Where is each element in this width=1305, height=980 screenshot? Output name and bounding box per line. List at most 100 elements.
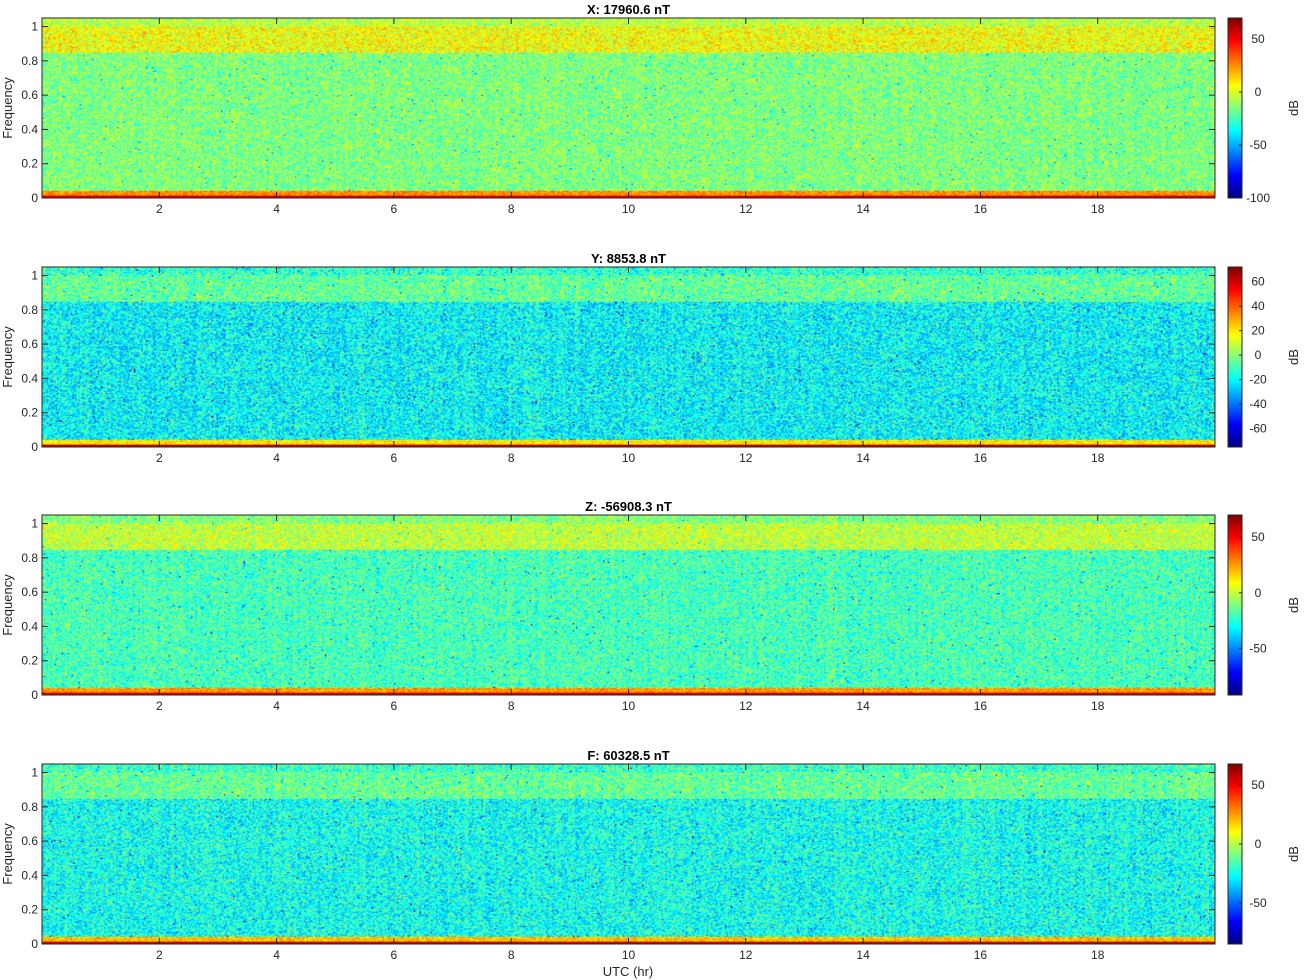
spectrogram-panel: 2 4 6 8 10 12 14 16 18 0 0.2 0.4 0.6 0.8 1 X: 17960.6 n… — [0, 2, 1301, 216]
x-tick-label: 16 — [974, 202, 988, 216]
colorbar-tick-label: 0 — [1255, 586, 1262, 600]
y-tick-label: 1 — [31, 766, 38, 780]
y-tick-label: 0 — [31, 937, 38, 951]
x-tick-label: 18 — [1091, 699, 1105, 713]
colorbar-tick-label: 60 — [1251, 275, 1265, 289]
x-tick-label: 4 — [273, 699, 280, 713]
colorbar-label: dB — [1286, 100, 1301, 116]
colorbar-frame — [1227, 763, 1243, 945]
spectrogram-panel: 2 4 6 8 10 12 14 16 18 0 0.2 0.4 0.6 0.8 1 F: 60328.5 n… — [0, 748, 1301, 962]
panel-title: X: 17960.6 nT — [587, 2, 670, 17]
y-tick-label: 0.2 — [21, 406, 38, 420]
y-tick-label: 0 — [31, 191, 38, 205]
x-tick-label: 16 — [974, 948, 988, 962]
y-tick-label: 0.8 — [21, 303, 38, 317]
colorbar-tick-label: -50 — [1249, 896, 1267, 910]
y-tick-label: 0.6 — [21, 585, 38, 599]
x-axis-label: UTC (hr) — [603, 964, 654, 979]
spectrogram-heatmap — [42, 18, 1215, 198]
x-tick-label: 2 — [156, 202, 163, 216]
x-tick-label: 12 — [739, 699, 753, 713]
colorbar-frame — [1227, 266, 1243, 448]
x-tick-label: 6 — [391, 699, 398, 713]
colorbar-label: dB — [1286, 846, 1301, 862]
spectrogram-panel: 2 4 6 8 10 12 14 16 18 0 0.2 0.4 0.6 0.8 1 Y: 8853.8 nT… — [0, 251, 1301, 465]
y-tick-label: 0.6 — [21, 88, 38, 102]
x-tick-label: 16 — [974, 451, 988, 465]
x-tick-label: 8 — [508, 699, 515, 713]
x-tick-label: 10 — [622, 451, 636, 465]
colorbar-tick-label: 0 — [1255, 837, 1262, 851]
x-tick-label: 2 — [156, 699, 163, 713]
x-tick-label: 2 — [156, 948, 163, 962]
x-tick-label: 14 — [856, 948, 870, 962]
y-tick-label: 1 — [31, 20, 38, 34]
x-tick-label: 14 — [856, 699, 870, 713]
colorbar-tick-label: 50 — [1251, 778, 1265, 792]
x-tick-label: 8 — [508, 202, 515, 216]
x-tick-label: 4 — [273, 202, 280, 216]
x-tick-label: 6 — [391, 202, 398, 216]
colorbar — [1228, 764, 1242, 944]
y-tick-label: 0.4 — [21, 371, 38, 385]
x-tick-label: 4 — [273, 451, 280, 465]
colorbar-tick-label: -50 — [1249, 138, 1267, 152]
colorbar-tick-label: -60 — [1249, 422, 1267, 436]
x-tick-label: 18 — [1091, 451, 1105, 465]
colorbar-frame — [1227, 514, 1243, 696]
y-axis-label: Frequency — [0, 574, 15, 636]
colorbar-frame — [1227, 17, 1243, 199]
y-tick-label: 0.2 — [21, 157, 38, 171]
colorbar-tick-label: 40 — [1251, 299, 1265, 313]
panel-title: Y: 8853.8 nT — [591, 251, 666, 266]
x-tick-label: 18 — [1091, 202, 1105, 216]
x-tick-label: 10 — [622, 699, 636, 713]
y-tick-label: 0.4 — [21, 619, 38, 633]
y-tick-label: 0.6 — [21, 834, 38, 848]
y-tick-label: 0 — [31, 440, 38, 454]
y-axis-label: Frequency — [0, 326, 15, 388]
x-tick-label: 8 — [508, 948, 515, 962]
y-tick-label: 0.4 — [21, 868, 38, 882]
y-tick-label: 0.4 — [21, 122, 38, 136]
y-tick-label: 0 — [31, 688, 38, 702]
panel-title: F: 60328.5 nT — [587, 748, 669, 763]
colorbar-label: dB — [1286, 349, 1301, 365]
y-tick-label: 0.6 — [21, 337, 38, 351]
spectrogram-heatmap — [42, 764, 1215, 944]
x-tick-label: 18 — [1091, 948, 1105, 962]
colorbar — [1228, 515, 1242, 695]
x-tick-label: 6 — [391, 948, 398, 962]
colorbar-label: dB — [1286, 597, 1301, 613]
y-tick-label: 1 — [31, 517, 38, 531]
colorbar-tick-label: 50 — [1251, 32, 1265, 46]
colorbar-tick-label: 20 — [1251, 324, 1265, 338]
x-tick-label: 12 — [739, 948, 753, 962]
y-axis-label: Frequency — [0, 823, 15, 885]
x-tick-label: 2 — [156, 451, 163, 465]
x-tick-label: 8 — [508, 451, 515, 465]
x-tick-label: 6 — [391, 451, 398, 465]
x-tick-label: 12 — [739, 202, 753, 216]
y-tick-label: 0.8 — [21, 551, 38, 565]
spectrogram-panel: 2 4 6 8 10 12 14 16 18 0 0.2 0.4 0.6 0.8 1 Z: -56908.3 … — [0, 499, 1301, 713]
spectrogram-heatmap — [42, 267, 1215, 447]
x-tick-label: 14 — [856, 202, 870, 216]
y-axis-label: Frequency — [0, 77, 15, 139]
x-tick-label: 10 — [622, 948, 636, 962]
colorbar-tick-label: -40 — [1249, 397, 1267, 411]
colorbar — [1228, 267, 1242, 447]
y-tick-label: 1 — [31, 269, 38, 283]
colorbar-tick-label: 0 — [1255, 85, 1262, 99]
x-tick-label: 16 — [974, 699, 988, 713]
x-tick-label: 12 — [739, 451, 753, 465]
x-tick-label: 10 — [622, 202, 636, 216]
colorbar-tick-label: -100 — [1246, 191, 1270, 205]
panel-title: Z: -56908.3 nT — [585, 499, 672, 514]
y-tick-label: 0.8 — [21, 54, 38, 68]
spectrogram-heatmap — [42, 515, 1215, 695]
y-tick-label: 0.2 — [21, 903, 38, 917]
x-tick-label: 14 — [856, 451, 870, 465]
colorbar-tick-label: 0 — [1255, 348, 1262, 362]
